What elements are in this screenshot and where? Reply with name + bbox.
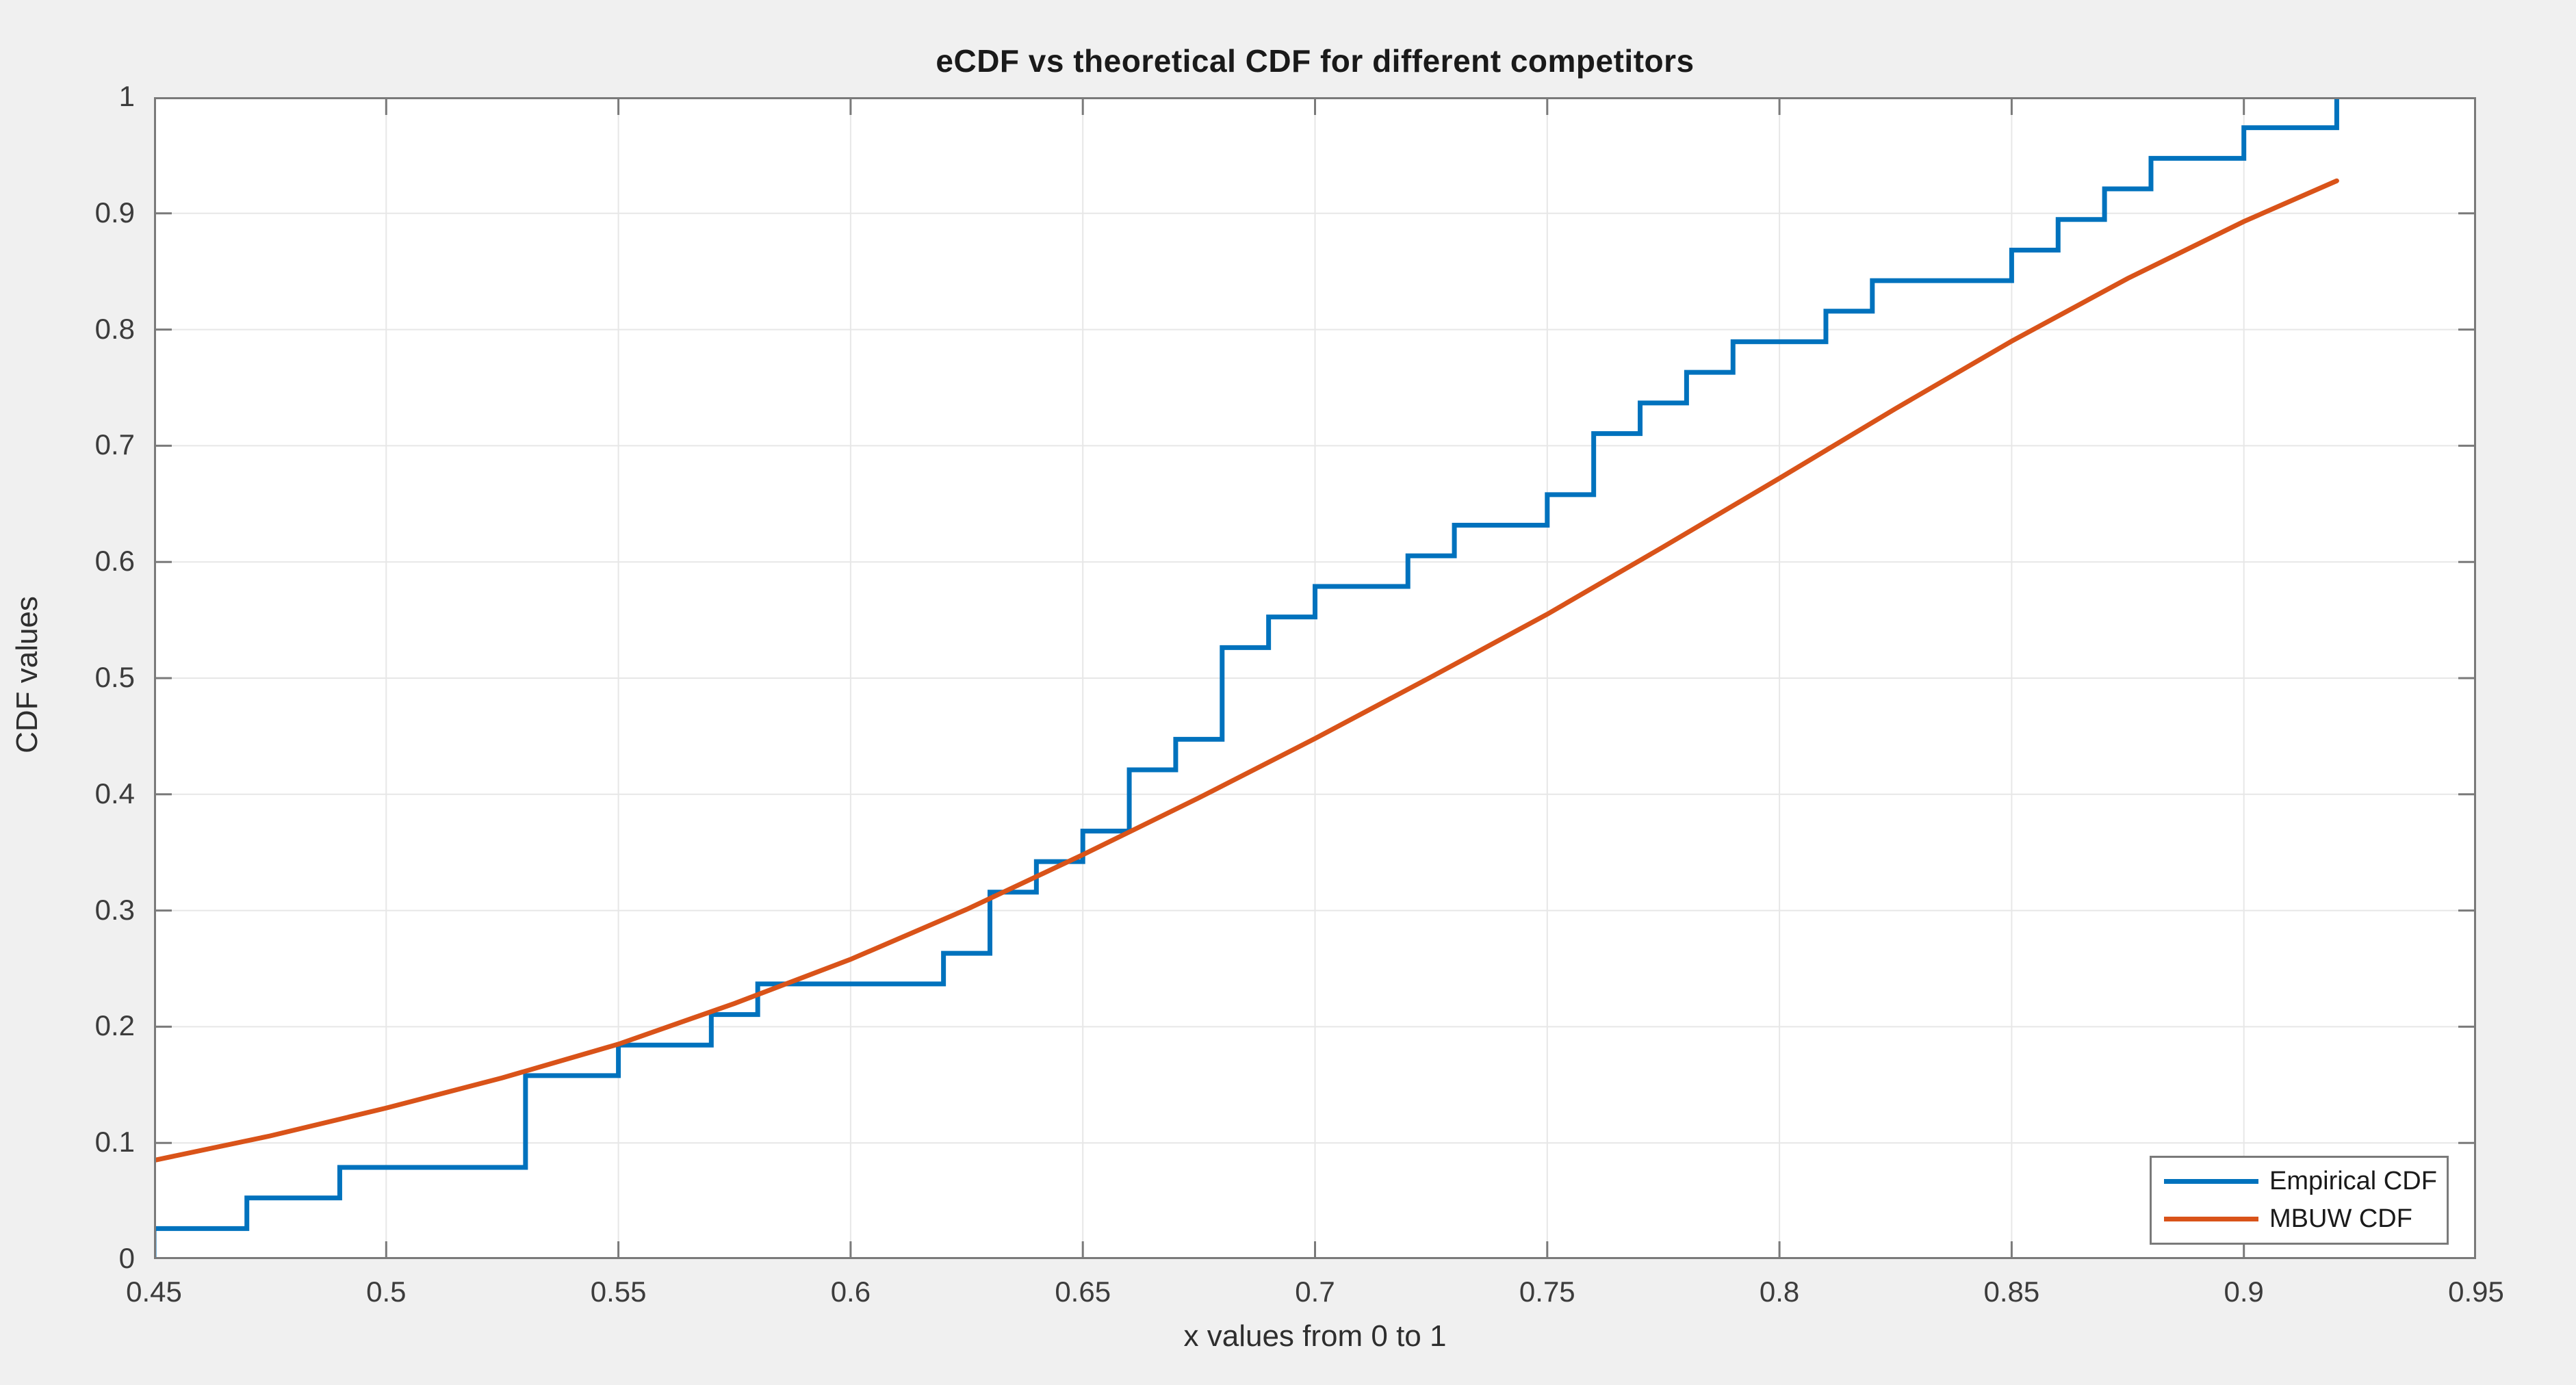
x-axis-label: x values from 0 to 1 <box>1183 1319 1447 1353</box>
y-tick-label: 0.4 <box>94 777 135 810</box>
y-tick-label: 0.2 <box>94 1009 135 1042</box>
x-tick-label: 0.95 <box>2448 1276 2504 1308</box>
legend-item-empirical: Empirical CDF <box>2152 1167 2447 1196</box>
y-tick-label: 0.5 <box>94 661 135 693</box>
chart-title: eCDF vs theoretical CDF for different co… <box>936 43 1695 79</box>
y-tick-label: 0.6 <box>94 545 135 578</box>
empirical-cdf-line <box>154 97 2339 1259</box>
mbuw-cdf-line <box>154 178 2339 1163</box>
x-tick-label: 0.55 <box>590 1276 647 1308</box>
legend-item-mbuw: MBUW CDF <box>2152 1204 2447 1234</box>
mbuw-cdf-line-sample <box>2164 1217 2258 1222</box>
y-tick-label: 0 <box>118 1242 135 1274</box>
empirical-cdf-line-sample <box>2164 1178 2258 1184</box>
plot-area <box>154 97 2476 1259</box>
y-tick-label: 0.7 <box>94 428 135 461</box>
x-tick-label: 0.75 <box>1519 1276 1575 1308</box>
x-tick-label: 0.8 <box>1759 1276 1800 1308</box>
x-tick-label: 0.65 <box>1055 1276 1111 1308</box>
x-tick-label: 0.9 <box>2224 1276 2264 1308</box>
plot-canvas <box>154 97 2476 1259</box>
y-tick-label: 0.8 <box>94 312 135 345</box>
x-tick-label: 0.85 <box>1983 1276 2040 1308</box>
x-tick-label: 0.45 <box>126 1276 182 1308</box>
y-axis-label: CDF values <box>10 596 44 753</box>
y-tick-label: 0.9 <box>94 196 135 229</box>
legend-label: Empirical CDF <box>2269 1166 2437 1195</box>
legend-box: Empirical CDF MBUW CDF <box>2150 1156 2449 1245</box>
y-tick-label: 1 <box>118 80 135 112</box>
y-tick-label: 0.1 <box>94 1126 135 1159</box>
x-tick-label: 0.5 <box>366 1276 407 1308</box>
x-tick-label: 0.6 <box>830 1276 871 1308</box>
legend-label: MBUW CDF <box>2269 1204 2412 1234</box>
y-tick-label: 0.3 <box>94 893 135 926</box>
x-tick-label: 0.7 <box>1295 1276 1335 1308</box>
